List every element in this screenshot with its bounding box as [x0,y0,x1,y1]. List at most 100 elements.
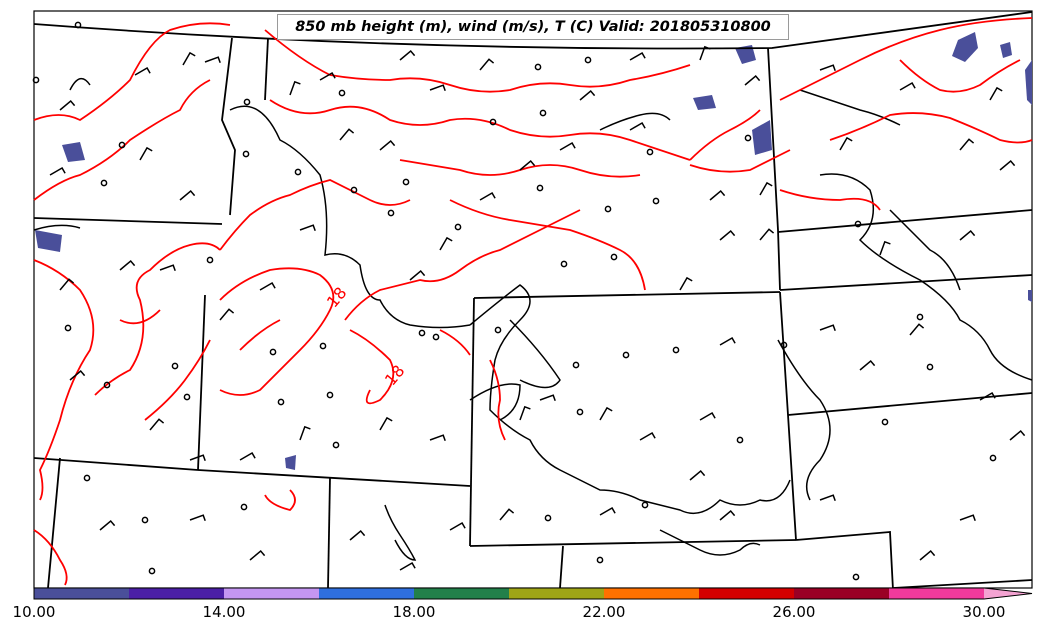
colorbar-tick-label: 26.00 [772,603,816,621]
wind-barb [959,138,975,151]
wind-barb [699,411,716,421]
wind-barb [479,58,495,71]
station-circle [432,333,440,341]
border-mt-wy [264,37,269,101]
wind-barb [409,269,426,281]
wind-fill-mid [735,45,756,64]
station-circle [277,398,285,406]
station-circle [916,313,924,321]
wind-barb [429,434,446,442]
border-canada [33,11,1033,50]
wind-barb [429,84,446,92]
wind-barb [579,89,596,101]
wind-barb [689,469,706,481]
wind-barb [979,391,996,401]
wind-barb [134,66,151,76]
wind-barb [629,51,646,61]
station-circle [494,326,502,334]
wind-barb [819,494,836,502]
wind-barb [1009,429,1026,441]
border-ndsd [777,209,1033,233]
wind-barb [379,139,396,151]
station-circle [489,118,497,126]
wind-barb [639,431,656,441]
wind-barb [699,45,711,61]
station-circle [269,348,277,356]
wind-barb [59,99,76,111]
station-circle [610,253,618,261]
station-circle [32,76,40,84]
station-circle [539,109,547,117]
wind-barb [319,71,336,81]
border-ks-ok [795,531,894,591]
wind-barb [299,425,311,441]
wind-barb [249,549,266,561]
wind-barb [919,549,936,561]
wind-fill-west2 [62,142,85,162]
wind-fill-mid2 [693,95,716,110]
station-circle [536,184,544,192]
wind-barb [539,394,556,402]
colorbar-segment [414,588,509,599]
station-circle [64,324,72,332]
station-circle [576,408,584,416]
wind-fill-ut [285,455,296,470]
wind-barb [189,454,206,462]
wind-barb [959,229,976,241]
state-borders [33,11,1033,591]
wind-barb [859,359,876,371]
station-circle [926,363,934,371]
wind-fill-wy [752,120,772,155]
colorbar-extend-arrow [984,588,1032,599]
height-contours [33,77,1033,561]
colorbar-segment [794,588,889,599]
wind-barb [999,159,1016,171]
wind-barb [479,191,496,201]
station-circle [148,567,156,575]
border-ok-tx [892,579,1033,589]
wind-barb [499,508,515,521]
station-circle [103,381,111,389]
border-sd-ne [779,274,1033,291]
wind-barb [49,166,66,176]
colorbar-segment [509,588,604,599]
wind-barb [519,405,531,421]
station-circle [338,89,346,97]
station-circle [242,150,250,158]
station-circle [332,441,340,449]
station-circle [454,223,462,231]
wind-barb [744,74,761,86]
border-ne-ks [787,392,1033,416]
map-title: 850 mb height (m), wind (m/s), T (C) Val… [295,19,771,35]
station-circle [622,351,630,359]
station-circle [736,436,744,444]
border-ca-nv [47,457,61,589]
wind-barb [159,264,176,272]
wind-barb [139,146,153,161]
wind-barb [759,228,775,241]
wind-barb [219,308,235,321]
station-circle [319,342,327,350]
colorbar-outline [33,587,1033,600]
station-circle [83,474,91,482]
wind-barb [204,56,221,64]
wind-barb [959,514,976,522]
wind-barb [69,369,86,381]
border-nv-ut [197,294,206,471]
border-az-ut [197,469,471,487]
wind-barb [399,561,416,571]
station-circle [350,186,358,194]
station-circle [560,260,568,268]
wind-speed-fill [35,32,1032,470]
wind-barb [179,189,196,201]
station-circle [206,256,214,264]
wind-barb [679,276,693,291]
station-markers [32,21,997,581]
border-nm-tx [559,545,564,589]
colorbar-segment [224,588,319,599]
station-circle [646,148,654,156]
border-wy-co [473,291,781,299]
wind-barb [709,189,726,201]
station-circle [74,21,82,29]
wind-barb [559,141,576,151]
